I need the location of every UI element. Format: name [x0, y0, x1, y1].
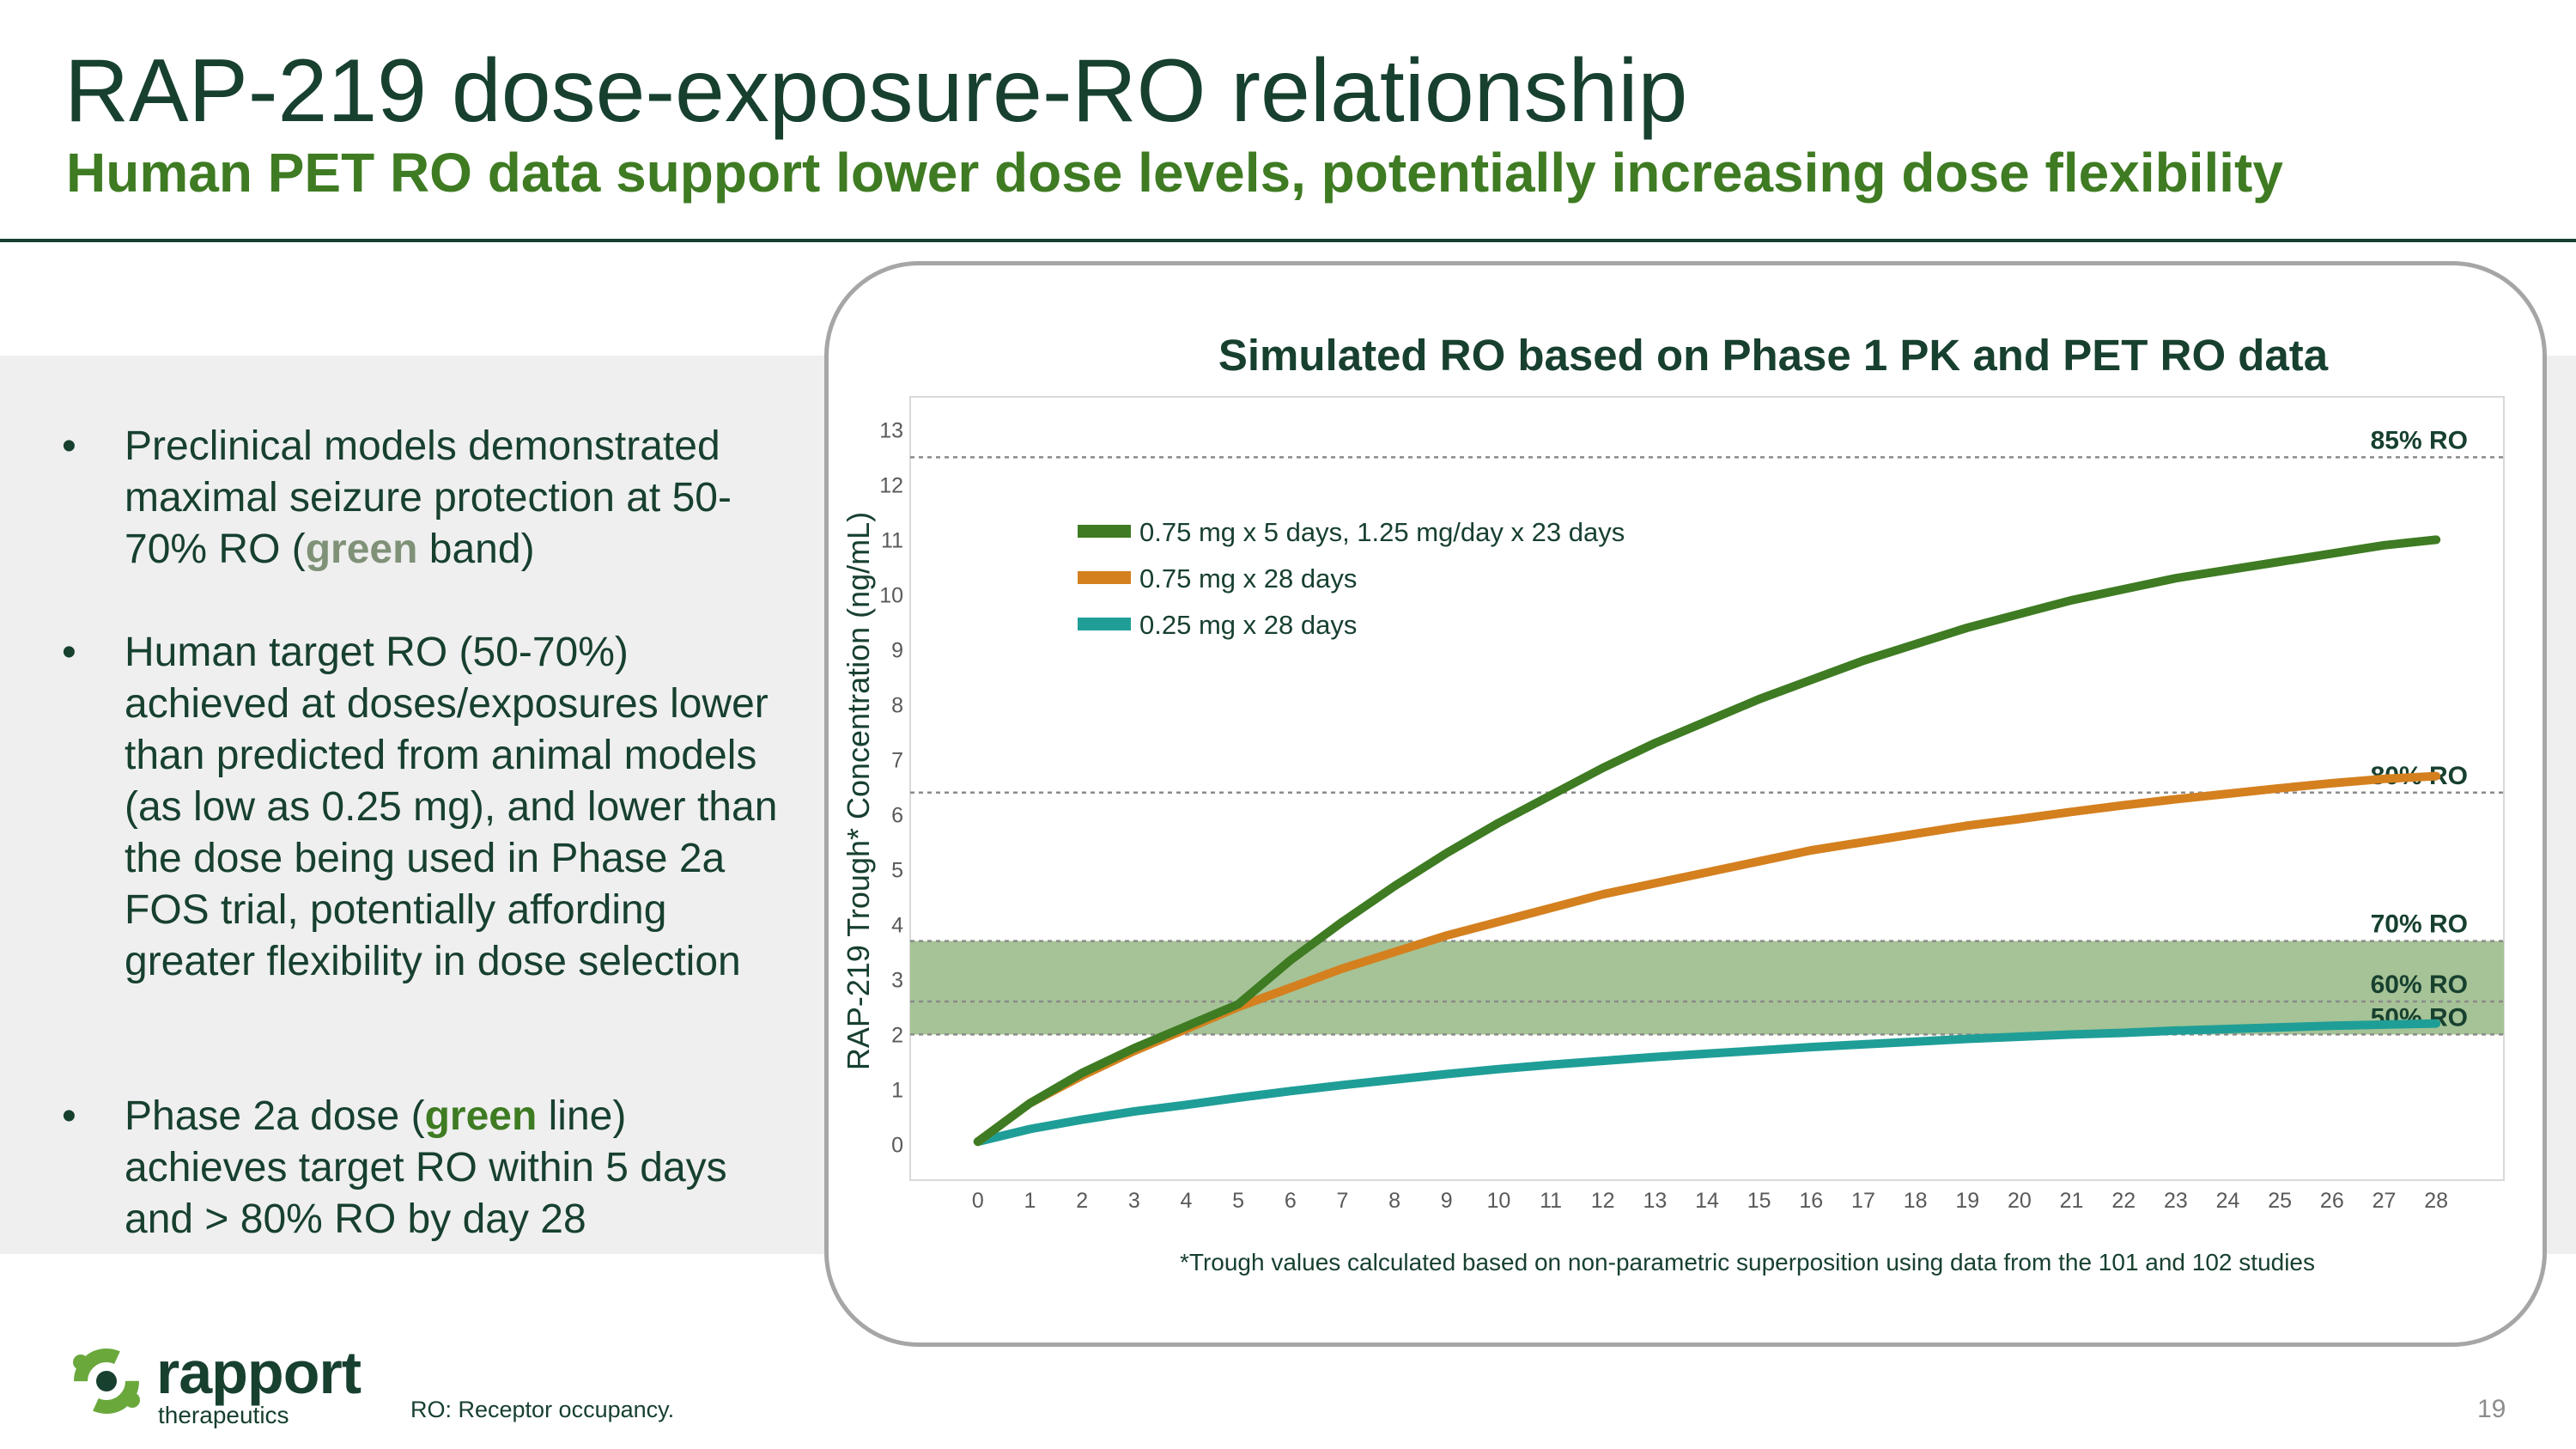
x-tick-label: 13 — [1643, 1189, 1667, 1213]
logo-tagline: therapeutics — [158, 1402, 289, 1428]
x-tick-label: 17 — [1851, 1189, 1875, 1213]
x-tick-label: 19 — [1955, 1189, 1979, 1213]
y-tick-label: 5 — [891, 858, 903, 882]
legend-label: 0.25 mg x 28 days — [1139, 610, 1357, 640]
bullet-segment: line) achieves target RO within 5 days a… — [125, 1093, 727, 1242]
x-tick-label: 3 — [1128, 1189, 1140, 1213]
bullet-text: Phase 2a dose (green line) achieves targ… — [125, 1091, 783, 1245]
x-tick-label: 9 — [1441, 1189, 1453, 1213]
chart-footnote: *Trough values calculated based on non-p… — [1180, 1249, 2315, 1275]
chart-title: Simulated RO based on Phase 1 PK and PET… — [1218, 331, 2329, 380]
bullet-dot: • — [62, 630, 76, 675]
x-tick-label: 26 — [2320, 1189, 2344, 1213]
x-tick-label: 7 — [1336, 1189, 1348, 1213]
x-tick-label: 8 — [1388, 1189, 1400, 1213]
abbreviation-footnote: RO: Receptor occupancy. — [410, 1397, 675, 1422]
page-number: 19 — [2477, 1395, 2506, 1423]
y-tick-label: 4 — [891, 913, 903, 937]
x-tick-label: 28 — [2424, 1189, 2448, 1213]
y-tick-label: 0 — [891, 1133, 903, 1157]
ro-line-chart: Simulated RO based on Phase 1 PK and PET… — [841, 331, 2505, 1275]
x-tick-label: 1 — [1024, 1189, 1036, 1213]
x-tick-label: 11 — [1540, 1189, 1562, 1213]
company-logo: rapport therapeutics — [64, 1338, 373, 1433]
bullet-item: • Phase 2a dose (green line) achieves ta… — [62, 1091, 783, 1245]
logo-mark-icon — [73, 1349, 140, 1414]
x-tick-label: 27 — [2372, 1189, 2397, 1213]
logo-wordmark: rapport — [156, 1339, 361, 1406]
x-tick-label: 20 — [2008, 1189, 2032, 1213]
bullet-text: Preclinical models demonstrated maximal … — [125, 421, 783, 575]
bullet-text: Human target RO (50-70%) achieved at dos… — [125, 627, 783, 988]
y-tick-label: 10 — [879, 583, 903, 607]
y-axis-label: RAP-219 Trough* Concentration (ng/mL) — [841, 512, 876, 1070]
page-subtitle: Human PET RO data support lower dose lev… — [66, 142, 2283, 204]
bullet-highlight: green — [424, 1093, 538, 1139]
y-tick-label: 1 — [891, 1078, 903, 1102]
x-tick-label: 2 — [1076, 1189, 1088, 1213]
y-tick-label: 9 — [891, 638, 903, 662]
bullet-dot: • — [62, 1093, 76, 1139]
bullet-segment: Human target RO (50-70%) achieved at dos… — [125, 630, 778, 984]
bullet-segment: Phase 2a dose ( — [125, 1093, 425, 1139]
bullet-item: • Preclinical models demonstrated maxima… — [62, 421, 783, 575]
title-divider — [0, 239, 2576, 242]
x-tick-label: 14 — [1695, 1189, 1719, 1213]
legend-swatch — [1078, 618, 1131, 630]
x-tick-label: 24 — [2216, 1189, 2240, 1213]
x-tick-label: 16 — [1799, 1189, 1823, 1213]
y-tick-label: 7 — [891, 748, 903, 772]
x-tick-label: 22 — [2111, 1189, 2136, 1213]
target-ro-band — [910, 941, 2504, 1035]
x-tick-label: 0 — [972, 1189, 984, 1213]
series-line — [973, 1019, 2441, 1147]
bullet-dot: • — [62, 423, 76, 469]
y-tick-label: 6 — [891, 803, 903, 827]
ro-reference-label: 60% RO — [2371, 971, 2468, 999]
x-tick-label: 4 — [1181, 1189, 1193, 1213]
x-tick-label: 21 — [2060, 1189, 2084, 1213]
legend-swatch — [1078, 525, 1131, 538]
bullet-panel — [0, 356, 850, 1254]
bullet-highlight: green — [305, 527, 418, 572]
legend-swatch — [1078, 571, 1131, 584]
ro-reference-label: 85% RO — [2371, 426, 2468, 454]
bullet-segment: Preclinical models demonstrated maximal … — [125, 423, 732, 572]
y-tick-label: 3 — [891, 968, 903, 992]
x-tick-label: 23 — [2164, 1189, 2188, 1213]
chart-card: Simulated RO based on Phase 1 PK and PET… — [824, 261, 2547, 1347]
page-title: RAP-219 dose-exposure-RO relationship — [64, 41, 1688, 141]
x-tick-label: 18 — [1904, 1189, 1928, 1213]
legend-label: 0.75 mg x 28 days — [1139, 563, 1357, 594]
bullet-item: • Human target RO (50-70%) achieved at d… — [62, 627, 783, 988]
x-tick-label: 10 — [1486, 1189, 1510, 1213]
y-tick-label: 11 — [881, 528, 903, 552]
x-tick-label: 25 — [2268, 1189, 2292, 1213]
bullet-segment: band) — [417, 527, 535, 572]
x-tick-label: 5 — [1232, 1189, 1244, 1213]
y-tick-label: 2 — [891, 1023, 903, 1047]
x-tick-label: 6 — [1285, 1189, 1297, 1213]
ro-reference-label: 70% RO — [2371, 910, 2468, 939]
x-tick-label: 12 — [1591, 1189, 1615, 1213]
series-line — [973, 535, 2441, 1147]
y-tick-label: 12 — [879, 473, 903, 497]
legend-label: 0.75 mg x 5 days, 1.25 mg/day x 23 days — [1139, 517, 1625, 547]
y-tick-label: 13 — [879, 418, 903, 442]
x-tick-label: 15 — [1747, 1189, 1771, 1213]
y-tick-label: 8 — [891, 693, 903, 717]
